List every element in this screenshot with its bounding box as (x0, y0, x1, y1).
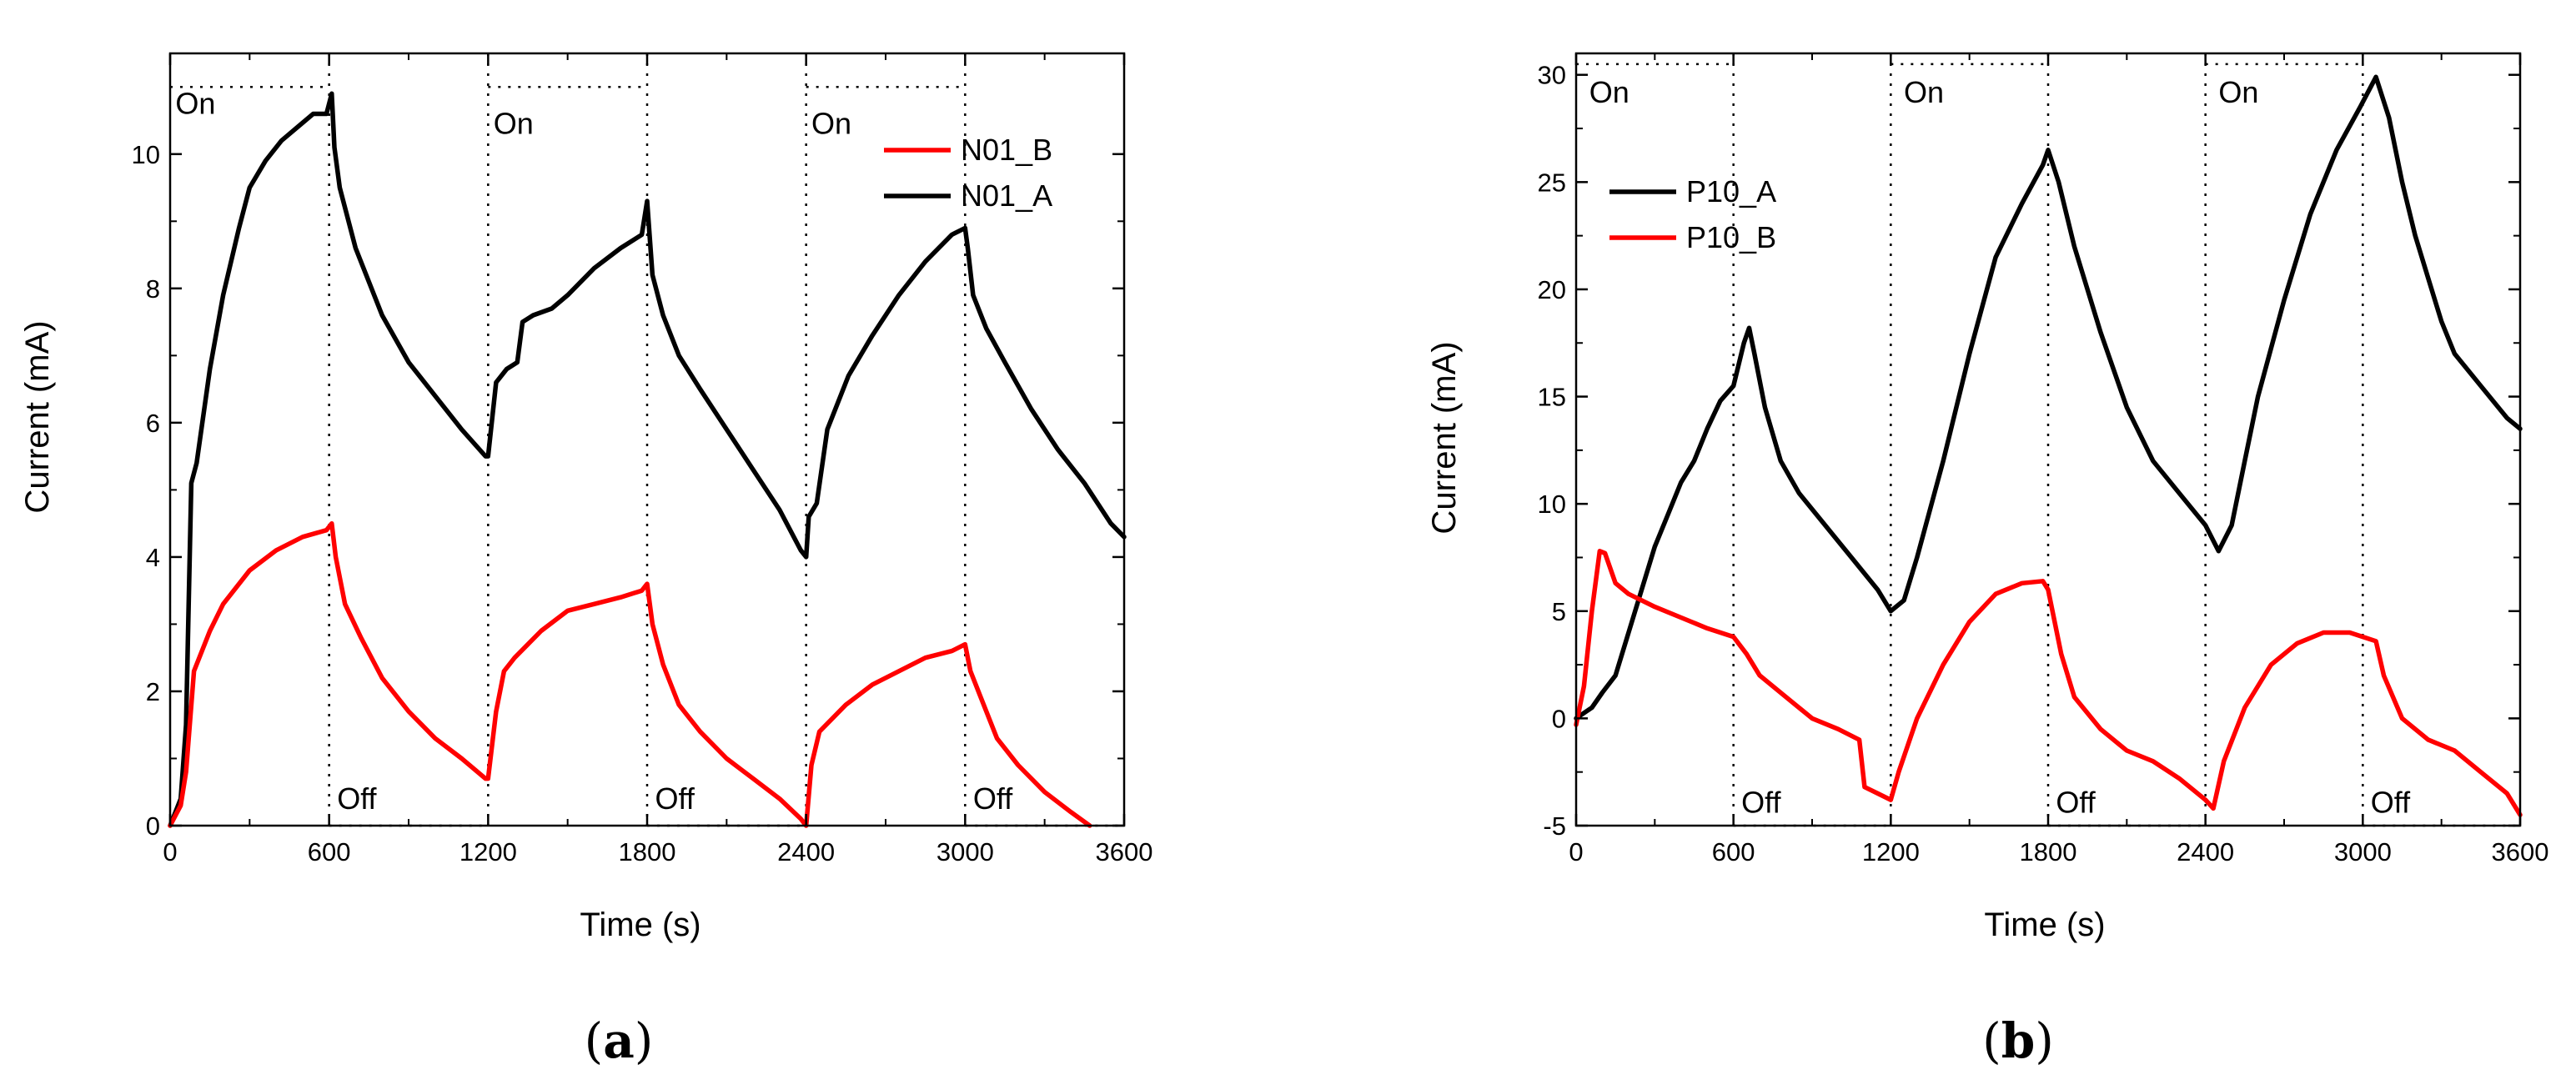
phase-on-label: On (175, 86, 215, 120)
phase-on-label: On (1589, 75, 1629, 109)
phase-off-label: Off (337, 781, 377, 816)
y-tick-label: 15 (1538, 383, 1566, 412)
y-tick-label: -5 (1543, 811, 1566, 841)
y-tick-label: 10 (1538, 490, 1566, 519)
legend: P10_A P10_B (1609, 174, 1776, 254)
series-layer (168, 91, 1127, 828)
panel-label-b: (b) (1982, 1012, 2054, 1069)
series-line-n01-a (168, 91, 1127, 828)
chart-panel-a: 0 600 1200 1800 2400 3000 3600 0 2 4 6 8 10 On On On Of… (19, 52, 1153, 1069)
legend-label: P10_B (1686, 220, 1776, 254)
y-tick-label: 8 (146, 274, 160, 304)
phase-off-label: Off (655, 781, 695, 816)
x-tick-label: 1800 (619, 837, 676, 866)
phase-annotations: On On On Off Off Off (175, 86, 1013, 815)
y-tick-label: 2 (146, 677, 160, 706)
y-axis-title: Current (mA) (19, 320, 56, 513)
legend: N01_B N01_A (884, 133, 1052, 213)
y-tick-label: 25 (1538, 168, 1566, 197)
phase-on-label: On (494, 107, 534, 141)
x-tick-label: 1800 (2020, 837, 2077, 866)
x-axis-title: Time (s) (1984, 907, 2105, 943)
phase-guide-lines (170, 53, 1124, 827)
y-tick-label: 30 (1538, 61, 1566, 90)
series-line-n01-b (168, 520, 1092, 828)
plot-frame (1574, 52, 2522, 827)
phase-off-label: Off (1741, 786, 1781, 820)
series-line-p10-b (1574, 549, 2523, 817)
x-tick-label: 3600 (1096, 837, 1153, 866)
x-tick-label: 0 (163, 837, 177, 866)
x-tick-label: 3000 (2334, 837, 2392, 866)
series-line-p10-a (1574, 74, 2523, 721)
phase-annotations: On On On Off Off Off (1589, 75, 2411, 819)
x-tick-label: 2400 (2177, 837, 2234, 866)
y-tick-label: 4 (146, 543, 160, 572)
phase-off-label: Off (973, 781, 1013, 816)
x-tick-label: 0 (1569, 837, 1583, 866)
x-tick-label: 3600 (2492, 837, 2549, 866)
x-tick-label: 3000 (936, 837, 994, 866)
panel-label-a: (a) (585, 1012, 654, 1069)
y-tick-label: 6 (146, 409, 160, 438)
series-layer (1574, 74, 2523, 817)
x-tick-label: 1200 (1862, 837, 1920, 866)
y-tick-label: 20 (1538, 275, 1566, 304)
y-tick-label: 5 (1552, 597, 1566, 626)
x-axis-title: Time (s) (580, 907, 700, 943)
axis-ticks: 0 600 1200 1800 2400 3000 3600 0 2 4 6 8 10 (132, 53, 1153, 866)
phase-on-label: On (2218, 75, 2258, 109)
y-axis-title: Current (mA) (1426, 341, 1463, 534)
legend-label: N01_B (961, 133, 1052, 167)
phase-on-label: On (811, 107, 851, 141)
x-tick-label: 1200 (459, 837, 517, 866)
y-tick-label: 0 (1552, 704, 1566, 733)
x-tick-label: 600 (308, 837, 351, 866)
x-tick-label: 2400 (777, 837, 835, 866)
phase-guide-lines (1576, 53, 2520, 827)
y-tick-label: 10 (132, 140, 160, 169)
plot-frame (168, 52, 1126, 827)
x-tick-label: 600 (1712, 837, 1755, 866)
legend-label: N01_A (961, 178, 1052, 213)
phase-off-label: Off (2056, 786, 2096, 820)
phase-off-label: Off (2371, 786, 2411, 820)
phase-on-label: On (1904, 75, 1944, 109)
y-tick-label: 0 (146, 811, 160, 841)
legend-label: P10_A (1686, 174, 1776, 208)
